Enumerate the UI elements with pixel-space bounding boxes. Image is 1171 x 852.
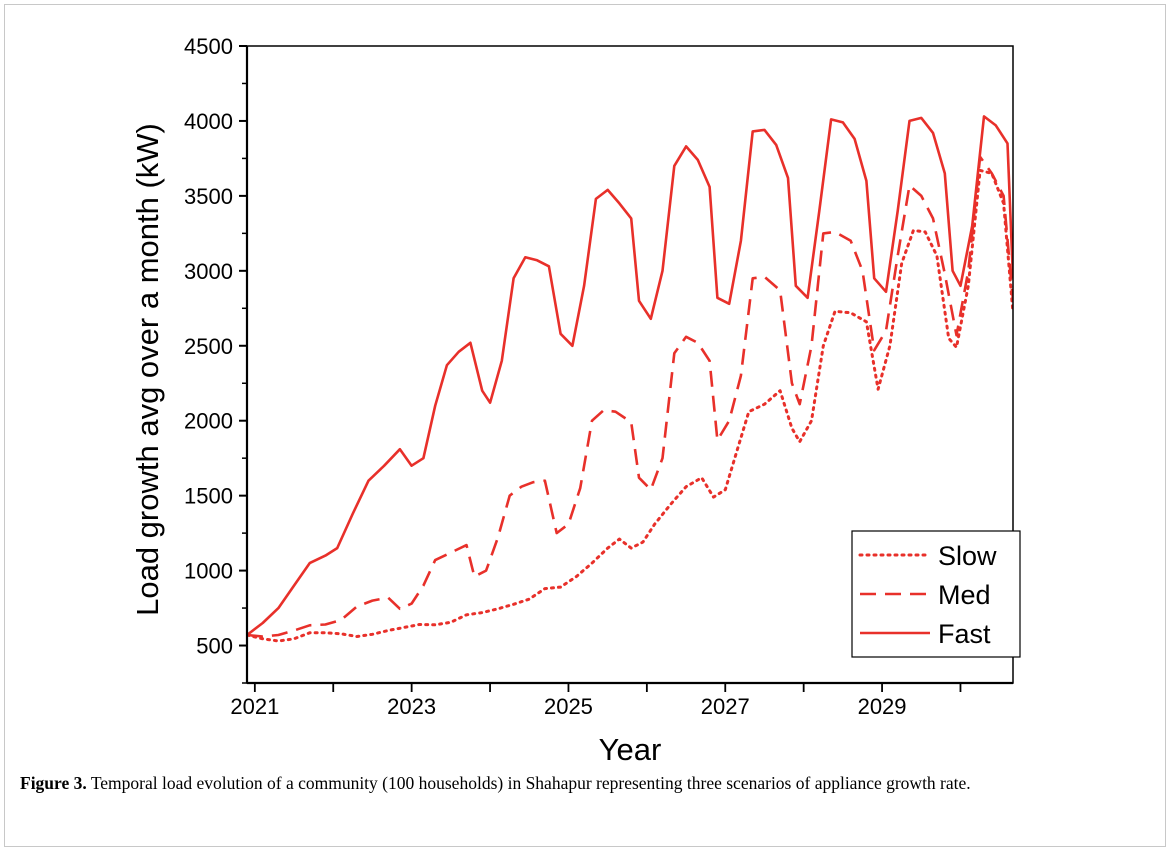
x-tick-label: 2021 bbox=[230, 694, 279, 719]
x-tick-label: 2027 bbox=[701, 694, 750, 719]
legend-label-med: Med bbox=[938, 580, 991, 610]
y-axis-title: Load growth avg over a month (kW) bbox=[130, 123, 165, 616]
caption-label: Figure 3. bbox=[20, 773, 87, 793]
y-tick-label: 1000 bbox=[184, 559, 233, 584]
series-line-fast bbox=[247, 115, 1013, 637]
series-line-slow bbox=[247, 168, 1013, 643]
figure-frame bbox=[4, 4, 1166, 847]
load-growth-chart: 500 1000 1500 2000 2500 3000 3500 4000 4500 2021 2… bbox=[130, 34, 1021, 767]
y-tick-label: 500 bbox=[196, 634, 233, 659]
x-tick-label: 2023 bbox=[387, 694, 436, 719]
y-tick-label: 1500 bbox=[184, 484, 233, 509]
y-tick-label: 2000 bbox=[184, 409, 233, 434]
figure-caption: Figure 3. Temporal load evolution of a c… bbox=[20, 770, 1150, 796]
y-tick-label: 2500 bbox=[184, 334, 233, 359]
y-tick-label: 3500 bbox=[184, 184, 233, 209]
x-axis-title: Year bbox=[599, 732, 662, 767]
x-tick-label: 2025 bbox=[544, 694, 593, 719]
caption-text: Temporal load evolution of a community (… bbox=[86, 773, 971, 793]
legend-box bbox=[851, 530, 1021, 658]
x-tick-label: 2029 bbox=[858, 694, 907, 719]
y-tick-label: 4000 bbox=[184, 109, 233, 134]
legend-label-slow: Slow bbox=[938, 541, 997, 571]
y-tick-label: 3000 bbox=[184, 259, 233, 284]
legend-label-fast: Fast bbox=[938, 619, 991, 649]
y-tick-label: 4500 bbox=[184, 34, 233, 59]
